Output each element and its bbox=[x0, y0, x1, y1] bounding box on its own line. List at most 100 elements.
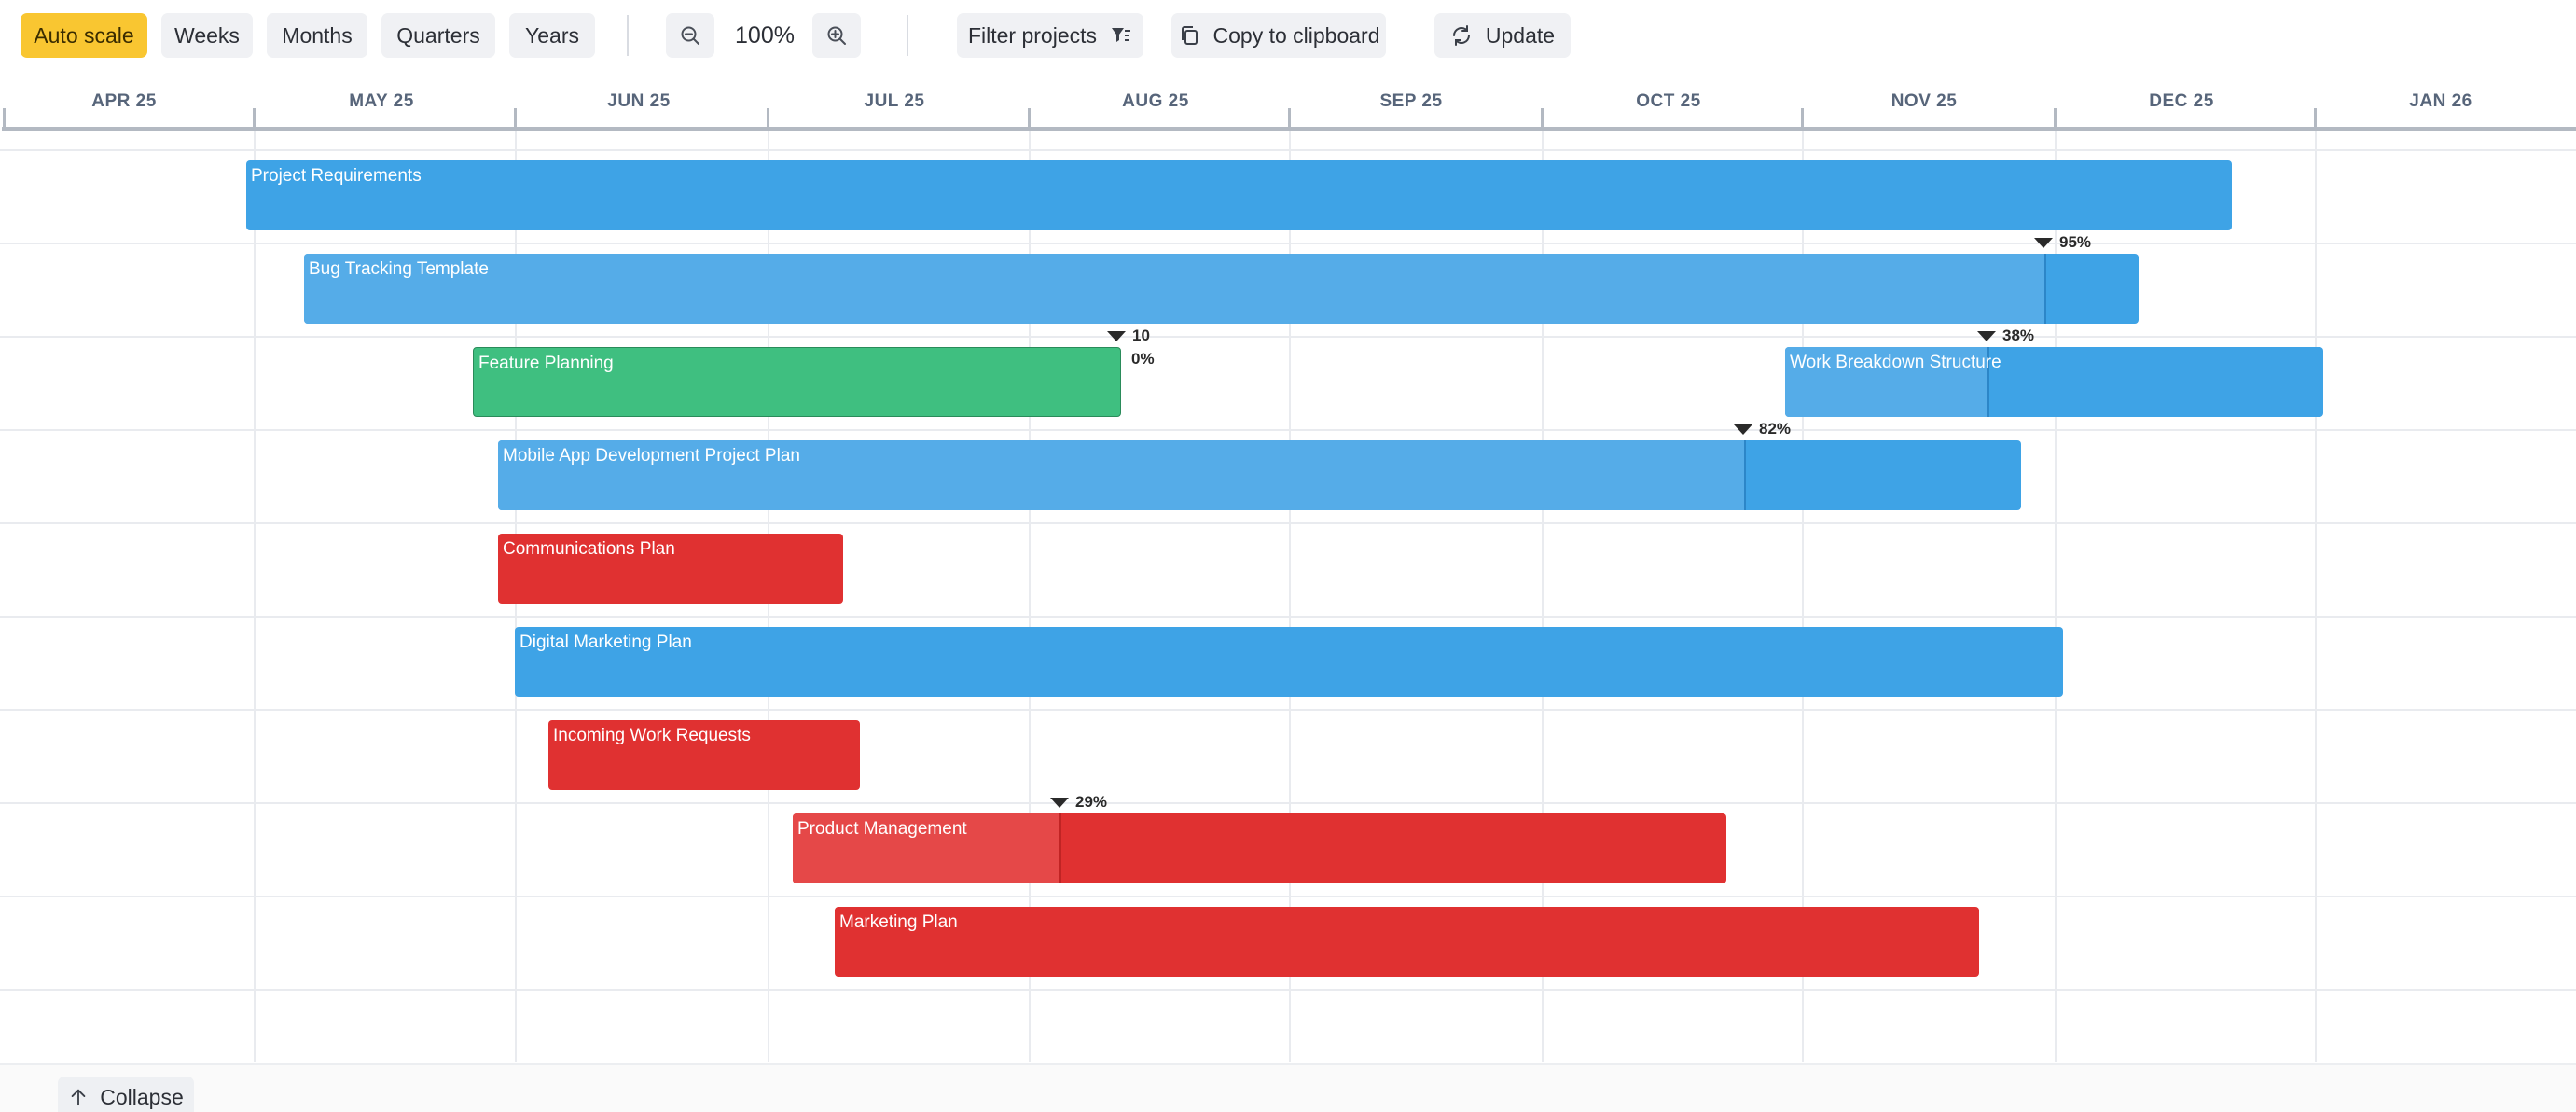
month-tick bbox=[2054, 108, 2057, 129]
progress-marker: 95% bbox=[2034, 231, 2091, 254]
month-label: SEP 25 bbox=[1379, 91, 1443, 111]
grid-line bbox=[1029, 131, 1031, 1062]
progress-fill bbox=[1785, 347, 1989, 417]
filter-projects-label: Filter projects bbox=[967, 22, 1098, 48]
task-bar-marketing-plan[interactable]: Marketing Plan bbox=[835, 907, 1979, 977]
copy-icon bbox=[1181, 26, 1198, 45]
grid-line bbox=[1802, 131, 1804, 1062]
row-line bbox=[0, 149, 2576, 151]
task-label: Digital Marketing Plan bbox=[519, 632, 692, 652]
months-label: Months bbox=[282, 22, 353, 48]
timeline-header: APR 25 MAY 25 JUN 25 JUL 25 AUG 25 SEP 2… bbox=[0, 78, 2576, 131]
progress-subvalue: 0% bbox=[1131, 350, 1155, 368]
task-label: Bug Tracking Template bbox=[309, 259, 489, 279]
quarters-label: Quarters bbox=[396, 22, 480, 48]
gantt-grid: Project Requirements 95% Bug Tracking Te… bbox=[0, 131, 2576, 1063]
task-label: Feature Planning bbox=[478, 354, 614, 373]
task-label: Mobile App Development Project Plan bbox=[503, 446, 800, 466]
month-label: OCT 25 bbox=[1636, 91, 1701, 111]
task-label: Project Requirements bbox=[251, 166, 422, 186]
task-bar-communications-plan[interactable]: Communications Plan bbox=[498, 534, 843, 604]
progress-value: 10 bbox=[1132, 327, 1150, 344]
task-label: Product Management bbox=[797, 819, 967, 839]
zoom-level: 100% bbox=[735, 22, 795, 49]
weeks-label: Weeks bbox=[174, 22, 240, 48]
progress-marker: 29% bbox=[1050, 791, 1107, 813]
update-label: Update bbox=[1485, 22, 1556, 48]
row-line bbox=[0, 243, 2576, 244]
progress-marker: 10 bbox=[1107, 325, 1150, 347]
progress-value: 82% bbox=[1759, 420, 1792, 438]
toolbar: Auto scale Weeks Months Quarters Years 1… bbox=[0, 0, 2576, 71]
month-label: MAY 25 bbox=[349, 91, 414, 111]
auto-scale-label: Auto scale bbox=[34, 22, 134, 48]
month-tick bbox=[767, 108, 769, 129]
row-line bbox=[0, 522, 2576, 524]
zoom-out-icon bbox=[681, 26, 699, 45]
grid-line bbox=[2055, 131, 2057, 1062]
quarters-button[interactable]: Quarters bbox=[381, 13, 495, 58]
month-tick bbox=[1288, 108, 1291, 129]
month-tick bbox=[1028, 108, 1031, 129]
row-line bbox=[0, 896, 2576, 897]
collapse-button[interactable]: Collapse bbox=[58, 1077, 194, 1112]
row-line bbox=[0, 989, 2576, 991]
progress-marker: 38% bbox=[1977, 325, 2034, 347]
grid-line bbox=[254, 131, 256, 1062]
zoom-out-button[interactable] bbox=[666, 13, 714, 58]
triangle-down-icon bbox=[1107, 330, 1126, 341]
row-line bbox=[0, 616, 2576, 618]
month-label: APR 25 bbox=[91, 91, 157, 111]
row-line bbox=[0, 336, 2576, 338]
task-bar-project-requirements[interactable]: Project Requirements bbox=[246, 160, 2232, 230]
row-line bbox=[0, 709, 2576, 711]
zoom-in-button[interactable] bbox=[812, 13, 861, 58]
month-label: JUL 25 bbox=[864, 91, 925, 111]
toolbar-separator bbox=[907, 15, 908, 56]
task-bar-bug-tracking-template[interactable]: Bug Tracking Template bbox=[304, 254, 2139, 324]
refresh-icon bbox=[1452, 25, 1470, 46]
timeline-axis-line bbox=[2, 127, 2576, 131]
month-tick bbox=[3, 108, 6, 129]
month-tick bbox=[253, 108, 256, 129]
task-bar-work-breakdown-structure[interactable]: Work Breakdown Structure bbox=[1785, 347, 2323, 417]
task-bar-mobile-app-development-project-plan[interactable]: Mobile App Development Project Plan bbox=[498, 440, 2021, 510]
task-label: Work Breakdown Structure bbox=[1790, 353, 2001, 372]
zoom-in-icon bbox=[827, 26, 846, 45]
month-tick bbox=[514, 108, 517, 129]
progress-value: 95% bbox=[2059, 233, 2092, 251]
progress-fill bbox=[498, 440, 1746, 510]
month-tick bbox=[1801, 108, 1804, 129]
row-line bbox=[0, 429, 2576, 431]
triangle-down-icon bbox=[2034, 237, 2053, 248]
triangle-down-icon bbox=[1050, 797, 1069, 808]
weeks-button[interactable]: Weeks bbox=[161, 13, 253, 58]
month-label: NOV 25 bbox=[1890, 91, 1958, 111]
task-bar-digital-marketing-plan[interactable]: Digital Marketing Plan bbox=[515, 627, 2063, 697]
task-label: Incoming Work Requests bbox=[553, 726, 751, 745]
month-label: AUG 25 bbox=[1122, 91, 1189, 111]
collapse-label: Collapse bbox=[100, 1084, 184, 1109]
progress-fill bbox=[793, 813, 1061, 883]
month-label: JAN 26 bbox=[2409, 91, 2472, 111]
month-label: DEC 25 bbox=[2149, 91, 2214, 111]
auto-scale-button[interactable]: Auto scale bbox=[21, 13, 147, 58]
filter-projects-button[interactable]: Filter projects bbox=[957, 13, 1143, 58]
row-line bbox=[0, 802, 2576, 804]
months-button[interactable]: Months bbox=[267, 13, 367, 58]
triangle-down-icon bbox=[1734, 424, 1752, 435]
footer: Collapse bbox=[0, 1063, 2576, 1112]
task-bar-feature-planning[interactable]: Feature Planning bbox=[473, 347, 1121, 417]
task-bar-product-management[interactable]: Product Management bbox=[793, 813, 1726, 883]
years-button[interactable]: Years bbox=[509, 13, 595, 58]
task-bar-incoming-work-requests[interactable]: Incoming Work Requests bbox=[548, 720, 860, 790]
copy-to-clipboard-label: Copy to clipboard bbox=[1212, 22, 1380, 48]
triangle-down-icon bbox=[1977, 330, 1996, 341]
month-label: JUN 25 bbox=[607, 91, 671, 111]
toolbar-separator bbox=[627, 15, 629, 56]
years-label: Years bbox=[525, 22, 579, 48]
progress-value: 29% bbox=[1075, 793, 1108, 811]
month-tick bbox=[1541, 108, 1544, 129]
copy-to-clipboard-button[interactable]: Copy to clipboard bbox=[1171, 13, 1386, 58]
update-button[interactable]: Update bbox=[1434, 13, 1571, 58]
